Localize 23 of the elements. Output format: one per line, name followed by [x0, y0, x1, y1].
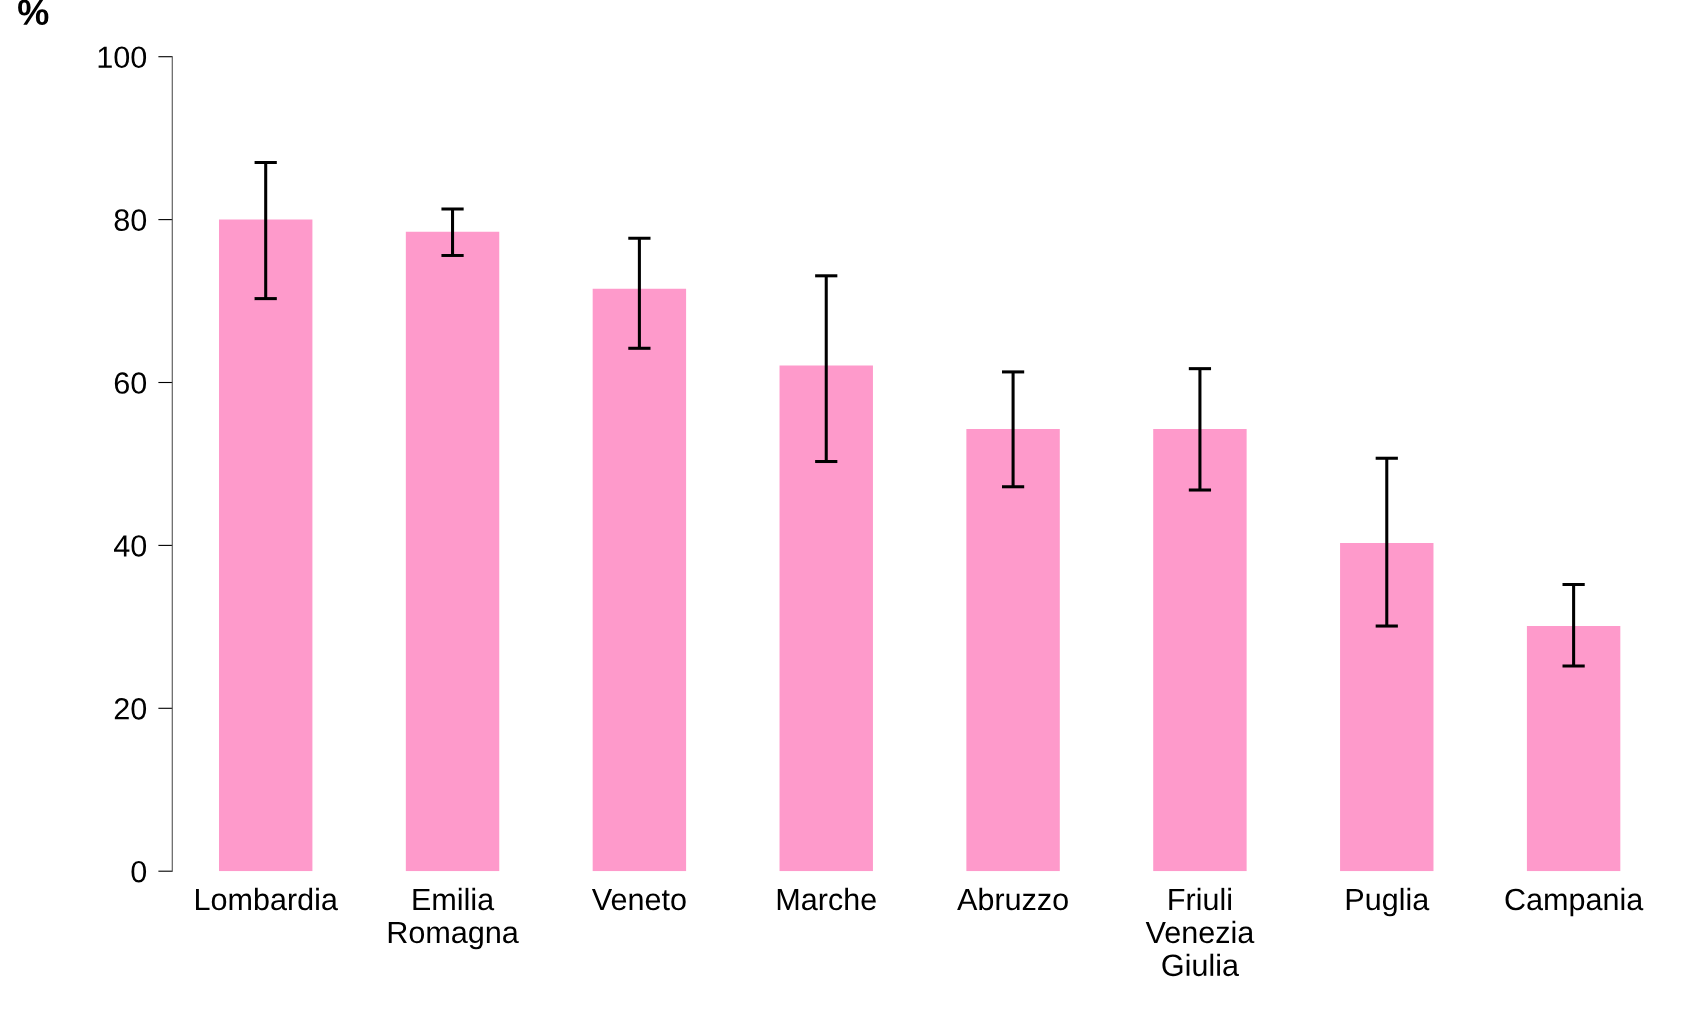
bar — [779, 365, 873, 872]
x-tick-label: Friuli Venezia Giulia — [1145, 887, 1255, 977]
x-tick-label: Campania — [1505, 887, 1644, 917]
x-tick-label: Abruzzo — [957, 887, 1068, 911]
y-tick-label: 20 — [114, 698, 147, 720]
x-tick-label: Veneto — [591, 888, 686, 911]
x-tick-label: Puglia — [1346, 887, 1430, 917]
y-tick-label: 80 — [114, 209, 147, 231]
y-tick-label: 0 — [131, 860, 147, 883]
bar — [1526, 626, 1621, 872]
x-tick-label: Lombardia — [196, 887, 338, 911]
bar — [405, 231, 500, 872]
x-tick-label: Emilia Romagna — [388, 887, 519, 950]
y-tick-label: 40 — [114, 535, 147, 557]
y-tick-label: 100 — [98, 46, 147, 69]
bar — [1153, 428, 1247, 872]
x-tick-label: Marche — [777, 887, 876, 911]
bar — [966, 428, 1060, 872]
bar — [1340, 542, 1434, 872]
bar — [592, 288, 687, 872]
y-axis-title: % — [18, 0, 49, 26]
bar — [218, 219, 313, 872]
y-tick-label: 60 — [114, 372, 147, 394]
